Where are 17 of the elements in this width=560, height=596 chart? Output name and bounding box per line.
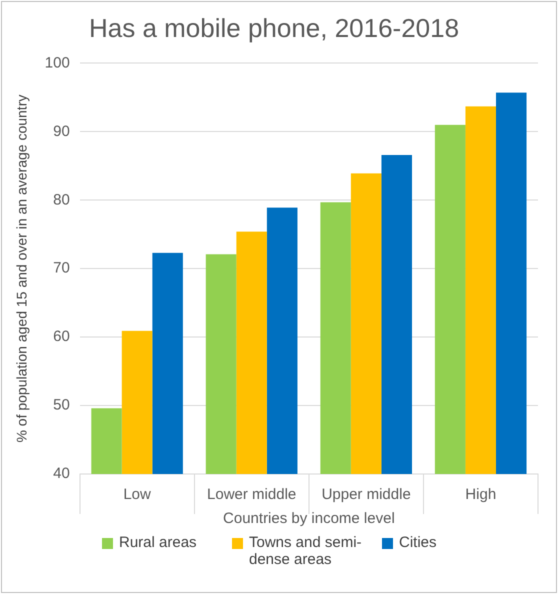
y-tick-label: 80 — [53, 191, 70, 208]
x-tick-label: High — [465, 486, 496, 504]
y-tick-label: 90 — [53, 122, 70, 140]
x-tick-label: Upper middle — [322, 486, 411, 504]
x-tick-label: Low — [123, 486, 152, 504]
chart-title: Has a mobile phone, 2016-2018 — [88, 12, 460, 43]
y-axis-title: % of population aged 15 and over in an average country — [13, 94, 30, 443]
y-tick-label: 40 — [53, 465, 70, 482]
legend-label: Rural areas — [119, 534, 197, 551]
y-tick-label: 70 — [53, 260, 70, 277]
y-tick-label: 100 — [44, 54, 70, 72]
legend-label: Towns and semi-dense areas — [249, 534, 363, 568]
legend-label: Cities — [399, 534, 437, 551]
y-tick-label: 60 — [53, 328, 70, 346]
y-tick-label: 50 — [53, 396, 70, 414]
x-tick-label: Lower middle — [207, 486, 296, 504]
x-axis-title: Countries by income level — [223, 510, 395, 528]
